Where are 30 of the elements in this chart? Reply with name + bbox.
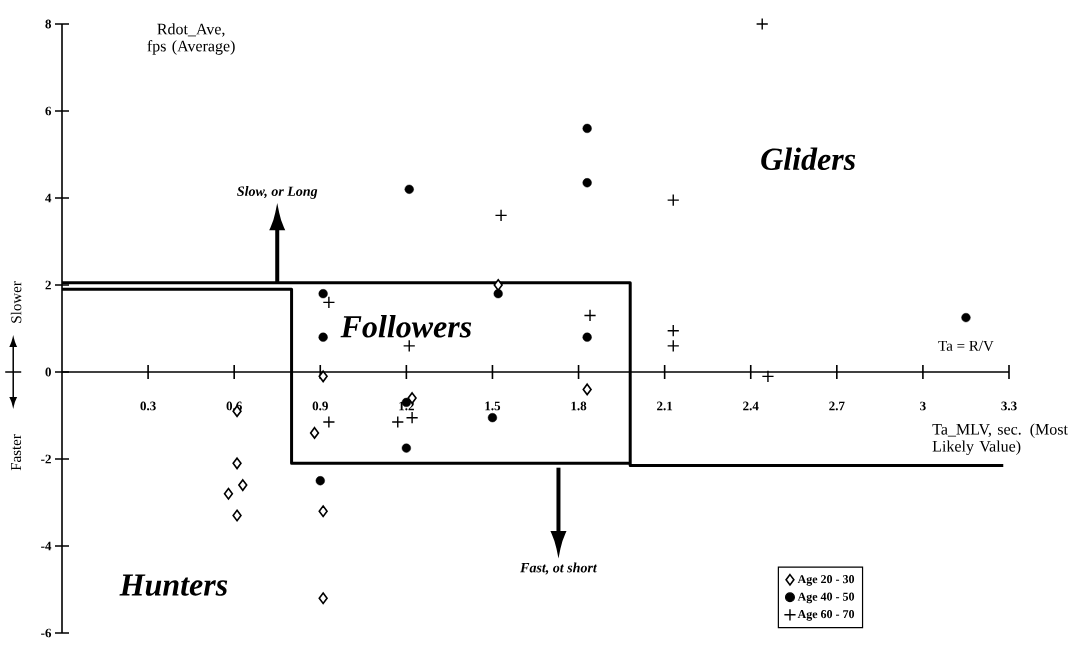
x-axis-title: Ta_MLV, sec. (Most Likely Value) (932, 423, 1068, 455)
y-tick-label: -6 (41, 628, 52, 638)
y-tick-label: -2 (41, 454, 51, 464)
annotation: Gliders (761, 147, 856, 171)
annotation: Slow, or Long (237, 186, 318, 199)
annotation: Followers (340, 315, 472, 338)
x-tick-label: 2.1 (657, 401, 673, 411)
text: Faster (11, 434, 22, 471)
annotation: Fast, ot short (520, 562, 598, 575)
y-axis-title: Rdot_Ave, fps (Average) (147, 23, 235, 55)
annotation: Ta = R/V (938, 340, 994, 351)
y-tick-label: 8 (45, 19, 52, 29)
x-tick-label: 3.3 (1001, 401, 1017, 411)
legend-label: Age 60 - 70 (797, 610, 855, 621)
x-tick-label: 2.4 (743, 401, 759, 411)
y-tick-label: 6 (45, 106, 52, 116)
y-tick-label: 0 (45, 367, 51, 377)
x-tick-label: 0.3 (140, 401, 156, 411)
annotation: Hunters (119, 574, 228, 596)
y-tick-label: -4 (41, 541, 52, 551)
legend-label: Age 40 - 50 (797, 592, 855, 604)
text: Slower (10, 281, 22, 323)
x-tick-label: 2.7 (829, 401, 845, 411)
y-tick-label: 4 (45, 193, 52, 203)
legend-label: Age 20 - 30 (797, 575, 855, 586)
x-tick-label: 0.9 (312, 401, 328, 411)
x-tick-label: 3 (920, 401, 926, 411)
x-tick-label: 1.5 (485, 401, 501, 411)
y-tick-label: 2 (45, 280, 51, 290)
x-tick-label: 1.8 (571, 401, 587, 411)
